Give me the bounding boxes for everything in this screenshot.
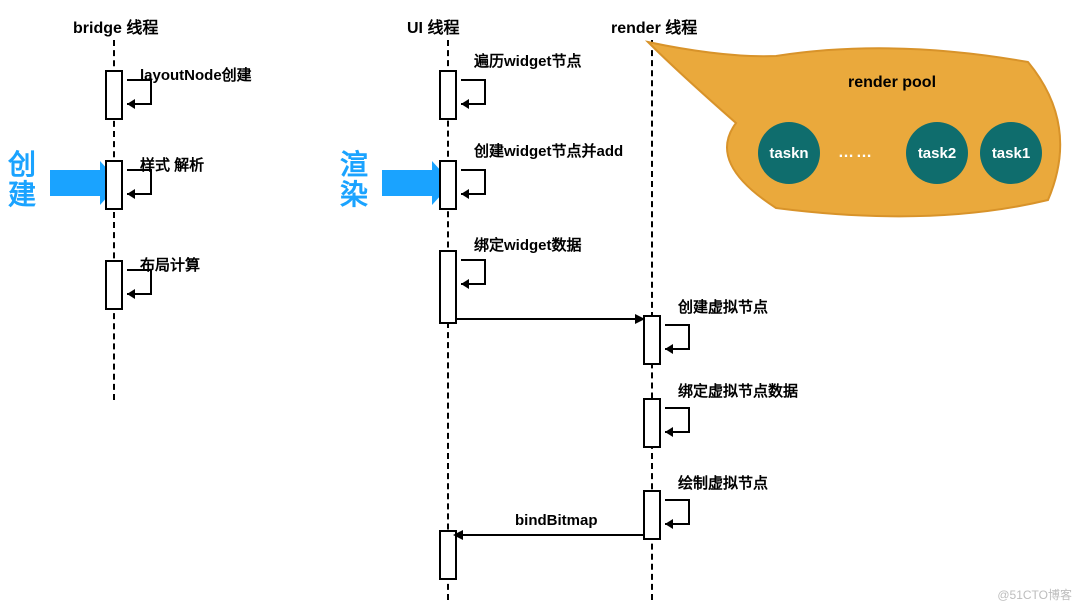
self-loop-icon: [119, 264, 159, 304]
render-pool-task-1: task2: [906, 122, 968, 184]
watermark: @51CTO博客: [997, 586, 1072, 603]
render-pool-title: render pool: [848, 74, 936, 92]
render-pool-task-2: task1: [980, 122, 1042, 184]
activation-label-r2: 绑定虚拟节点数据: [678, 380, 798, 401]
activation-label-r1: 创建虚拟节点: [678, 296, 768, 317]
message-label-m2: bindBitmap: [515, 512, 598, 529]
activation-label-r3: 绘制虚拟节点: [678, 472, 768, 493]
message-m1: [455, 318, 643, 320]
render-pool-dots: ……: [838, 144, 874, 162]
render-pool-task-0: taskn: [758, 122, 820, 184]
self-loop-icon: [453, 254, 493, 294]
message-m2: [455, 534, 643, 536]
self-loop-icon: [657, 494, 697, 534]
self-loop-icon: [657, 402, 697, 442]
self-loop-icon: [657, 319, 697, 359]
